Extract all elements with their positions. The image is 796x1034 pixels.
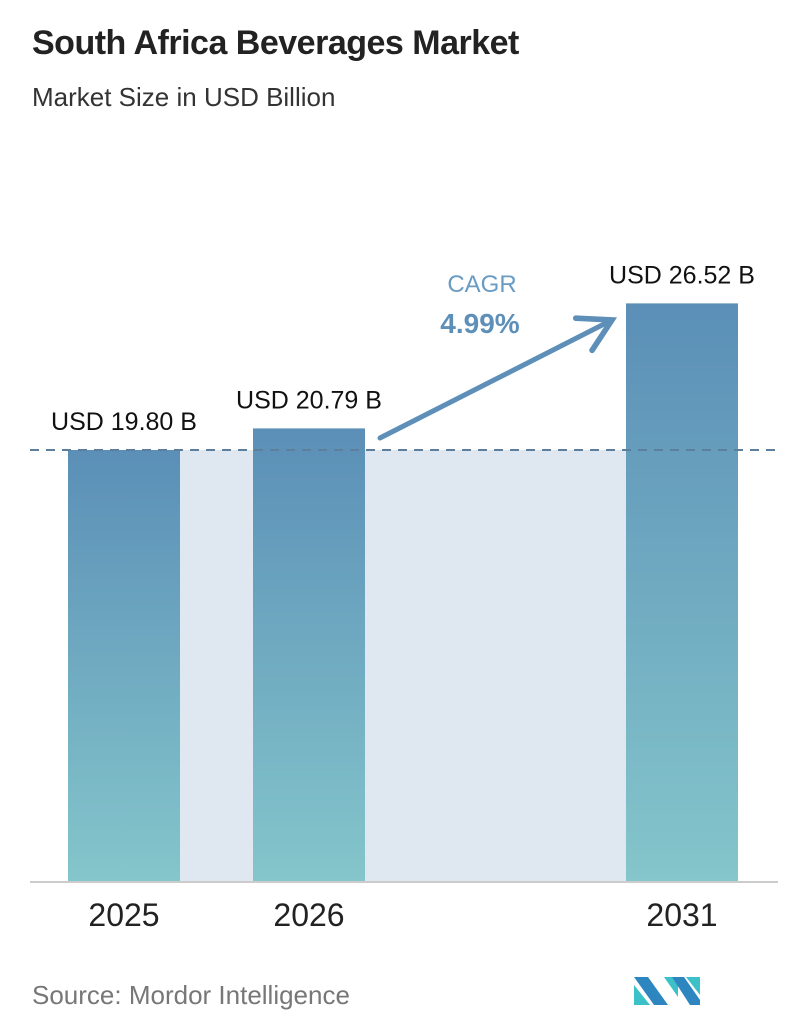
data-label-2025: USD 19.80 B: [51, 408, 197, 436]
chart-subtitle: Market Size in USD Billion: [32, 82, 336, 112]
bar-2025: [68, 450, 180, 882]
x-tick-2031: 2031: [646, 897, 717, 933]
x-tick-2026: 2026: [273, 897, 344, 933]
mordor-logo: [634, 977, 700, 1005]
bar-2031: [626, 303, 738, 882]
chart-title: South Africa Beverages Market: [32, 24, 519, 62]
data-label-2026: USD 20.79 B: [236, 386, 382, 414]
source-note: Source: Mordor Intelligence: [32, 980, 350, 1010]
cagr-label: CAGR: [447, 271, 516, 298]
bar-2026: [253, 428, 365, 882]
cagr-arrow: [377, 315, 618, 441]
data-label-2031: USD 26.52 B: [609, 261, 755, 289]
x-tick-2025: 2025: [88, 897, 159, 933]
shaded-region: [180, 450, 626, 882]
cagr-value: 4.99%: [440, 308, 519, 339]
